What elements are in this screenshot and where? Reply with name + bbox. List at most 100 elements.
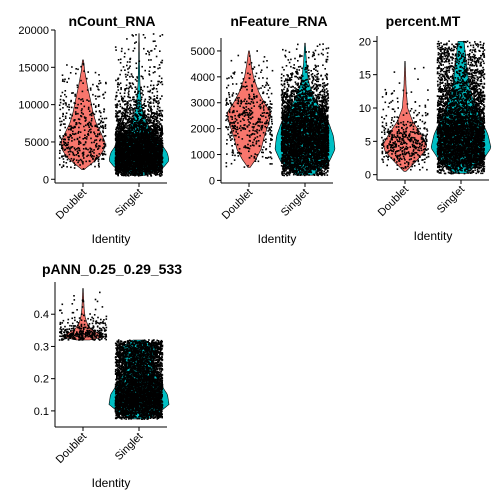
data-point xyxy=(149,106,151,109)
data-point xyxy=(142,141,144,144)
data-point xyxy=(121,162,123,164)
data-point xyxy=(119,73,121,76)
data-point xyxy=(115,114,117,117)
data-point xyxy=(158,64,161,66)
data-point xyxy=(151,160,154,163)
data-point xyxy=(142,147,145,149)
data-point xyxy=(138,112,140,114)
data-point xyxy=(142,116,144,118)
data-point xyxy=(116,118,119,120)
data-point xyxy=(98,82,100,85)
data-point xyxy=(152,161,155,164)
data-point xyxy=(126,105,129,107)
data-point xyxy=(132,132,135,135)
data-point xyxy=(117,144,119,147)
data-point xyxy=(124,140,127,143)
data-point xyxy=(152,153,155,156)
data-point xyxy=(140,132,143,134)
data-point xyxy=(84,134,86,137)
data-point xyxy=(59,120,61,123)
data-point xyxy=(123,150,126,152)
data-point xyxy=(156,90,159,93)
data-point xyxy=(154,143,157,145)
data-point xyxy=(115,171,117,174)
data-point xyxy=(140,148,142,151)
data-point xyxy=(97,88,99,91)
data-point xyxy=(128,159,130,161)
data-point xyxy=(126,151,128,153)
data-point xyxy=(121,97,123,100)
data-point xyxy=(154,174,157,176)
data-point xyxy=(151,122,153,124)
data-point xyxy=(134,135,137,138)
data-point xyxy=(142,135,144,137)
panel-title: nCount_RNA xyxy=(68,13,155,29)
data-point xyxy=(160,153,162,156)
data-point xyxy=(61,166,63,169)
data-point xyxy=(65,112,68,114)
data-point xyxy=(104,125,107,127)
data-point xyxy=(134,166,137,168)
data-point xyxy=(126,74,129,76)
data-point xyxy=(105,82,107,85)
data-point xyxy=(127,154,130,157)
data-point xyxy=(102,157,105,160)
data-point xyxy=(159,152,162,155)
data-point xyxy=(83,143,86,146)
data-point xyxy=(122,140,124,143)
data-point xyxy=(97,148,99,150)
data-point xyxy=(59,149,61,152)
data-point xyxy=(126,165,128,167)
data-point xyxy=(139,132,141,135)
data-point xyxy=(135,150,137,152)
data-point xyxy=(159,147,161,150)
data-point xyxy=(123,162,126,165)
data-point xyxy=(69,160,71,163)
data-point xyxy=(62,135,65,138)
data-point xyxy=(127,130,129,132)
data-point xyxy=(117,165,120,168)
data-point xyxy=(137,160,140,162)
data-point xyxy=(80,98,82,101)
data-point xyxy=(262,131,265,134)
data-point xyxy=(124,130,126,132)
data-point xyxy=(64,154,66,156)
data-point xyxy=(140,98,143,101)
data-point xyxy=(118,172,120,174)
data-point xyxy=(119,62,122,64)
data-point xyxy=(140,126,142,128)
data-point xyxy=(136,127,138,130)
data-point xyxy=(82,162,84,165)
data-point xyxy=(124,73,127,76)
data-point xyxy=(82,62,85,65)
data-point xyxy=(115,153,117,156)
data-point xyxy=(89,151,92,154)
data-point xyxy=(160,77,163,80)
data-point xyxy=(134,163,137,165)
data-point xyxy=(159,166,162,169)
data-point xyxy=(120,154,123,157)
data-point xyxy=(126,61,129,63)
data-point xyxy=(141,125,144,128)
data-point xyxy=(135,104,137,106)
data-point xyxy=(87,154,89,157)
data-point xyxy=(89,114,91,116)
data-point xyxy=(121,120,124,123)
data-point xyxy=(145,172,147,175)
data-point xyxy=(150,150,153,152)
data-point xyxy=(125,108,127,110)
data-point xyxy=(95,105,97,107)
data-point xyxy=(104,135,107,137)
data-point xyxy=(115,162,118,165)
data-point xyxy=(102,131,104,134)
data-point xyxy=(121,47,123,50)
data-point xyxy=(145,116,148,118)
data-point xyxy=(161,61,163,64)
data-point xyxy=(160,133,163,136)
data-point xyxy=(157,120,159,122)
data-point xyxy=(132,83,135,86)
data-point xyxy=(119,165,121,167)
data-point xyxy=(98,74,100,76)
data-point xyxy=(59,101,62,104)
data-point xyxy=(116,126,119,129)
